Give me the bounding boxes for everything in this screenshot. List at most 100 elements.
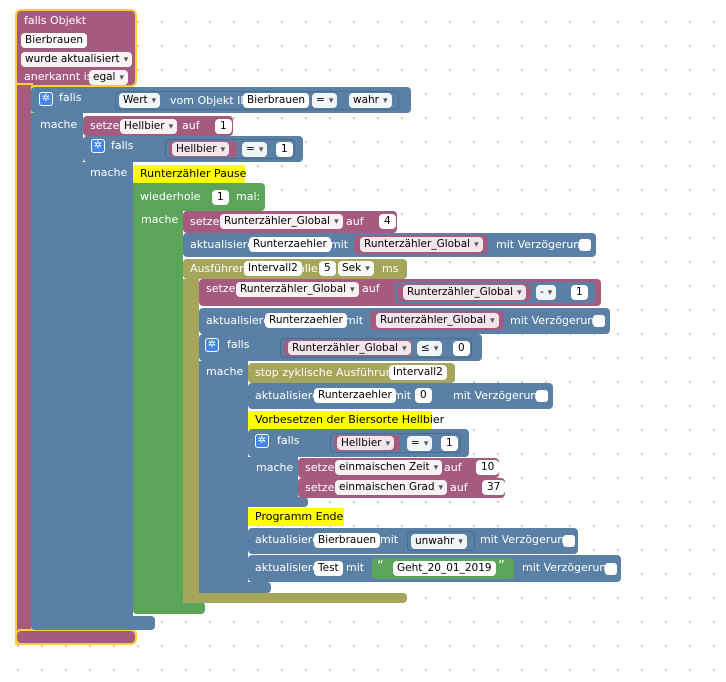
event-ack-dropdown[interactable]: egal <box>89 70 129 85</box>
object-field[interactable]: Runterzaehler <box>249 237 331 252</box>
delay-checkbox[interactable] <box>536 390 548 402</box>
event-trigger-dropdown[interactable]: wurde aktualisiert <box>21 52 133 67</box>
variable-get-block[interactable]: Runterzähler_Global <box>397 284 531 301</box>
variable-get-block[interactable]: Runterzähler_Global <box>354 235 488 254</box>
variable-dropdown[interactable]: Hellbier <box>172 142 230 156</box>
gear-icon[interactable]: ✲ <box>39 92 53 106</box>
object-field[interactable]: Test <box>314 561 343 576</box>
stop-interval-block[interactable]: stop zyklische Ausführung Intervall2 <box>248 363 455 383</box>
delay-checkbox[interactable] <box>593 315 605 327</box>
update-block-5[interactable]: aktualisiere Test mit “ Geht_20_01_2019 … <box>248 555 621 582</box>
variable-dropdown[interactable]: Hellbier <box>120 119 178 134</box>
number-field[interactable]: 37 <box>482 480 506 495</box>
variable-get-block[interactable]: Runterzähler_Global <box>284 340 412 356</box>
interval-name-field[interactable]: Intervall2 <box>389 365 447 380</box>
delay-checkbox[interactable] <box>605 563 617 575</box>
update-block-4[interactable]: aktualisiere Bierbrauen mit unwahr mit V… <box>248 528 578 554</box>
set-hellbier-block[interactable]: setze Hellbier auf 1 <box>83 116 233 136</box>
if-1-label: falls <box>59 91 82 104</box>
variable-dropdown[interactable]: Runterzähler_Global <box>360 237 483 252</box>
if-block-4[interactable]: ✲ falls Hellbier = 1 <box>248 429 469 457</box>
compare-block-2[interactable]: Hellbier = 1 <box>165 139 295 159</box>
if-block-3-foot <box>199 582 271 593</box>
compare-block-4[interactable]: Hellbier = 1 <box>330 433 461 453</box>
object-field[interactable]: Bierbrauen <box>314 533 381 548</box>
bool-value-dropdown[interactable]: unwahr <box>411 534 467 549</box>
update-block-1[interactable]: aktualisiere Runterzaehler mit Runterzäh… <box>183 233 596 257</box>
compare-op-dropdown[interactable]: ≤ <box>417 341 443 356</box>
number-field[interactable]: 0 <box>415 388 432 403</box>
number-field[interactable]: 1 <box>441 436 458 451</box>
repeat-block[interactable]: wiederhole 1 mal: <box>133 183 265 211</box>
variable-dropdown[interactable]: einmaischen Grad <box>335 480 448 495</box>
gear-icon[interactable]: ✲ <box>205 338 219 352</box>
set-global-block[interactable]: setze Runterzähler_Global auf 4 <box>183 211 397 233</box>
interval-name-field[interactable]: Intervall2 <box>244 261 302 276</box>
if-block-2-arm <box>83 162 133 616</box>
update-label: aktualisiere <box>255 389 319 402</box>
interval-value-field[interactable]: 5 <box>319 261 336 276</box>
object-id-field[interactable]: Bierbrauen <box>243 93 310 108</box>
variable-dropdown[interactable]: Runterzähler_Global <box>236 282 359 297</box>
if-block-1[interactable]: ✲ falls Wert vom Objekt ID Bierbrauen = … <box>31 87 411 113</box>
number-field[interactable]: 1 <box>215 119 232 134</box>
delay-checkbox[interactable] <box>579 239 591 251</box>
comment-pause[interactable]: Runterzähler Pause <box>133 165 246 183</box>
to-label: auf <box>182 119 200 132</box>
if-1-mache-label: mache <box>40 118 78 131</box>
update-block-2[interactable]: aktualisiere Runterzaehler mit Runterzäh… <box>199 308 610 334</box>
variable-dropdown[interactable]: Runterzähler_Global <box>288 341 411 355</box>
interval-unit-dropdown[interactable]: Sek <box>338 261 374 276</box>
gear-icon[interactable]: ✲ <box>91 139 105 153</box>
from-object-label: vom Objekt ID <box>170 94 249 107</box>
object-field[interactable]: Runterzaehler <box>265 313 347 328</box>
if-block-2[interactable]: ✲ falls Hellbier = 1 <box>83 136 303 162</box>
if-block-3[interactable]: ✲ falls Runterzähler_Global ≤ 0 <box>199 334 482 361</box>
compare-block-1[interactable]: Wert vom Objekt ID Bierbrauen = wahr <box>115 91 399 110</box>
math-op-dropdown[interactable]: - <box>536 285 557 300</box>
compare-op-dropdown[interactable]: = <box>312 93 338 108</box>
text-field[interactable]: Geht_20_01_2019 <box>393 561 496 576</box>
number-field[interactable]: 10 <box>476 460 500 475</box>
object-field[interactable]: Runterzaehler <box>314 388 396 403</box>
event-object-field[interactable]: Bierbrauen <box>21 33 88 48</box>
if-block-4-foot <box>248 497 308 507</box>
bool-value-dropdown[interactable]: wahr <box>349 93 392 108</box>
bool-block[interactable]: unwahr <box>407 531 475 551</box>
interval-block[interactable]: Ausführen Intervall2 alle 5 Sek ms <box>183 259 407 279</box>
variable-dropdown[interactable]: Runterzähler_Global <box>376 313 499 328</box>
update-label: aktualisiere <box>255 561 319 574</box>
variable-dropdown[interactable]: Hellbier <box>337 436 395 450</box>
number-field[interactable]: 1 <box>571 285 588 300</box>
close-quote-icon: ” <box>498 559 505 574</box>
number-field[interactable]: 1 <box>276 142 293 157</box>
text-block[interactable]: “ Geht_20_01_2019 ” <box>372 558 514 579</box>
to-label: auf <box>444 461 462 474</box>
compare-op-dropdown[interactable]: = <box>407 436 433 451</box>
event-block[interactable]: falls Objekt Bierbrauen wurde aktualisie… <box>15 9 137 87</box>
comment-vorbesetzen[interactable]: Vorbesetzen der Biersorte Hellbier <box>248 411 444 429</box>
number-field[interactable]: 0 <box>453 341 470 356</box>
variable-get-block[interactable]: Hellbier <box>334 435 400 451</box>
math-block[interactable]: Runterzähler_Global - 1 <box>395 282 595 303</box>
number-field[interactable]: 4 <box>379 214 396 229</box>
value-type-dropdown[interactable]: Wert <box>119 93 161 108</box>
delay-checkbox[interactable] <box>563 535 575 547</box>
compare-block-3[interactable]: Runterzähler_Global ≤ 0 <box>280 338 472 358</box>
repeat-label: wiederhole <box>140 190 201 203</box>
variable-dropdown[interactable]: Runterzähler_Global <box>403 285 526 300</box>
variable-dropdown[interactable]: Runterzähler_Global <box>220 214 343 229</box>
set-grad-block[interactable]: setze einmaischen Grad auf 37 <box>298 478 506 498</box>
set-global-decrement-block[interactable]: setze Runterzähler_Global auf Runterzähl… <box>199 279 601 306</box>
delay-label: mit Verzögerung <box>496 238 588 251</box>
variable-get-block[interactable]: Runterzähler_Global <box>370 311 504 330</box>
with-label: mit <box>380 533 399 546</box>
update-block-3[interactable]: aktualisiere Runterzaehler mit 0 mit Ver… <box>248 383 553 409</box>
variable-dropdown[interactable]: einmaischen Zeit <box>335 460 443 475</box>
set-zeit-block[interactable]: setze einmaischen Zeit auf 10 <box>298 458 500 478</box>
repeat-times-field[interactable]: 1 <box>212 190 229 205</box>
gear-icon[interactable]: ✲ <box>255 434 269 448</box>
compare-op-dropdown[interactable]: = <box>242 142 268 157</box>
comment-ende[interactable]: Programm Ende <box>248 508 344 526</box>
variable-get-block[interactable]: Hellbier <box>169 141 237 157</box>
